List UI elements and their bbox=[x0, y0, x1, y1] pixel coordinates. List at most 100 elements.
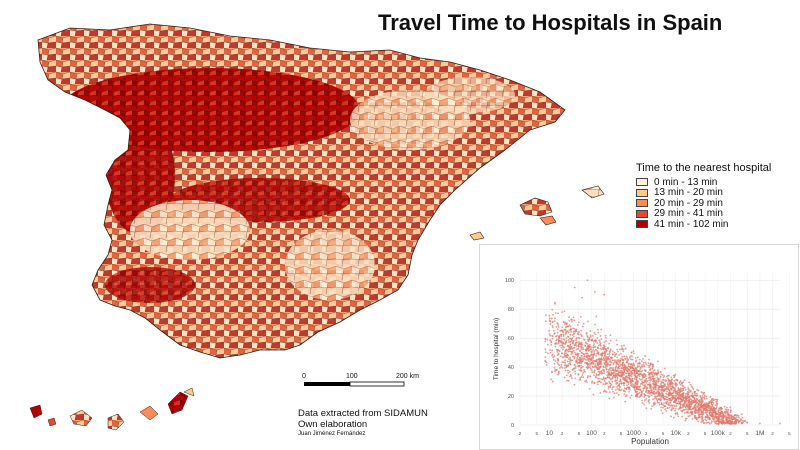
data-point bbox=[644, 380, 646, 382]
data-point bbox=[666, 390, 668, 393]
data-point bbox=[654, 388, 657, 391]
data-point bbox=[727, 419, 730, 422]
data-point bbox=[604, 366, 607, 369]
data-point bbox=[645, 377, 648, 380]
data-point bbox=[638, 358, 641, 361]
data-point bbox=[587, 349, 590, 352]
data-point bbox=[649, 376, 652, 379]
data-point bbox=[650, 378, 653, 381]
data-point bbox=[637, 392, 639, 395]
data-point bbox=[688, 414, 691, 417]
data-point bbox=[572, 327, 574, 330]
data-point bbox=[695, 392, 698, 395]
data-point bbox=[718, 407, 721, 410]
data-point bbox=[668, 382, 671, 385]
data-point bbox=[585, 332, 588, 335]
data-point bbox=[597, 374, 600, 376]
y-tick-label: 80 bbox=[508, 307, 514, 313]
data-point bbox=[648, 402, 651, 404]
data-point bbox=[586, 362, 588, 365]
data-point bbox=[729, 421, 732, 423]
data-point bbox=[578, 364, 581, 367]
data-point bbox=[586, 381, 588, 383]
data-point bbox=[741, 419, 744, 422]
data-point bbox=[737, 420, 740, 423]
data-point bbox=[671, 395, 674, 398]
data-point bbox=[658, 378, 661, 380]
data-point bbox=[605, 340, 607, 342]
data-point bbox=[580, 358, 583, 361]
data-point bbox=[671, 398, 674, 401]
data-point bbox=[591, 350, 594, 352]
data-point bbox=[617, 373, 620, 376]
data-point bbox=[593, 343, 596, 345]
data-point bbox=[710, 407, 712, 410]
data-point bbox=[594, 333, 597, 336]
data-point bbox=[582, 360, 584, 362]
data-point bbox=[564, 354, 566, 357]
data-point bbox=[690, 400, 693, 403]
legend-label: 13 min - 20 min bbox=[654, 187, 723, 199]
data-point bbox=[558, 372, 560, 375]
data-point bbox=[685, 404, 688, 406]
data-point bbox=[569, 340, 572, 343]
data-point bbox=[665, 410, 668, 412]
data-point bbox=[656, 369, 659, 372]
data-point bbox=[616, 381, 619, 384]
data-point bbox=[620, 388, 623, 391]
data-point bbox=[667, 402, 670, 404]
data-point bbox=[571, 368, 574, 371]
data-point bbox=[581, 296, 584, 299]
data-point bbox=[659, 376, 662, 378]
data-point bbox=[559, 330, 562, 332]
data-point bbox=[721, 421, 724, 424]
data-point bbox=[552, 358, 555, 361]
data-point bbox=[717, 421, 720, 424]
data-point bbox=[563, 323, 566, 325]
data-point bbox=[701, 416, 704, 419]
data-point bbox=[655, 386, 657, 389]
data-point bbox=[675, 382, 678, 385]
data-point bbox=[677, 389, 680, 392]
data-point bbox=[632, 350, 635, 352]
data-point bbox=[656, 384, 659, 387]
data-point bbox=[625, 394, 628, 397]
data-point bbox=[665, 392, 668, 395]
data-point bbox=[571, 318, 574, 321]
data-point bbox=[728, 415, 731, 417]
credits-source: Data extracted from SIDAMUN bbox=[298, 408, 428, 419]
credits-author: Juan Jiménez Fernández bbox=[298, 431, 366, 437]
data-point bbox=[653, 380, 656, 383]
data-point bbox=[628, 387, 631, 389]
data-point bbox=[667, 385, 670, 387]
data-point bbox=[678, 407, 681, 410]
data-point bbox=[681, 415, 684, 418]
data-point bbox=[627, 381, 630, 383]
data-point bbox=[600, 352, 603, 355]
data-point bbox=[662, 404, 665, 406]
canary-islands bbox=[29, 387, 195, 431]
data-point bbox=[717, 410, 720, 413]
data-point bbox=[734, 420, 737, 422]
data-point bbox=[658, 403, 661, 406]
data-point bbox=[663, 367, 666, 370]
data-point bbox=[593, 374, 595, 377]
data-point bbox=[609, 386, 612, 389]
data-point bbox=[646, 383, 649, 386]
data-point bbox=[620, 367, 623, 370]
legend-label: 41 min - 102 min bbox=[654, 218, 729, 230]
x-tick-label: 5 bbox=[620, 431, 623, 436]
data-point bbox=[558, 336, 561, 339]
data-point bbox=[653, 397, 656, 400]
data-point bbox=[562, 321, 565, 323]
data-point bbox=[687, 409, 689, 411]
data-point bbox=[700, 413, 703, 416]
data-point bbox=[602, 356, 605, 359]
data-point bbox=[660, 403, 663, 406]
data-point bbox=[704, 407, 707, 410]
data-point bbox=[566, 360, 569, 363]
data-point bbox=[671, 404, 674, 407]
data-point bbox=[582, 338, 585, 341]
data-point bbox=[717, 408, 720, 411]
data-point bbox=[571, 350, 574, 353]
